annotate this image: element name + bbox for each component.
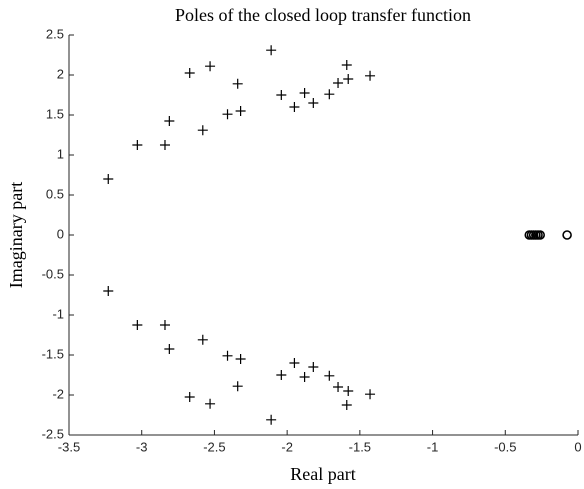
plus-marker <box>132 140 143 150</box>
plus-marker <box>343 74 354 84</box>
plus-marker <box>333 78 344 88</box>
plus-marker <box>276 90 287 100</box>
plus-marker <box>299 88 310 98</box>
plus-marker <box>235 354 246 364</box>
x-tick-label: -2 <box>281 439 293 454</box>
plus-marker <box>222 109 233 120</box>
plus-marker <box>308 362 319 372</box>
y-axis-label: Imaginary part <box>6 182 26 288</box>
plus-marker <box>159 140 170 150</box>
plus-marker <box>308 98 319 108</box>
x-tick-label: -3 <box>136 439 148 454</box>
x-tick-label: 0 <box>574 439 581 454</box>
x-tick-label: -2.5 <box>203 439 225 454</box>
x-tick-label: -0.5 <box>494 439 516 454</box>
plus-marker <box>205 398 216 409</box>
y-tick-label: -2 <box>52 386 64 401</box>
plus-marker <box>205 61 216 72</box>
plus-marker <box>333 382 344 392</box>
circle-marker <box>535 230 545 240</box>
x-tick-label: -3.5 <box>58 439 80 454</box>
plus-marker <box>132 320 143 330</box>
plus-marker <box>289 358 300 368</box>
plus-marker <box>299 372 310 382</box>
plus-marker <box>365 70 376 81</box>
y-tick-label: 0 <box>57 226 64 241</box>
plus-marker <box>197 125 208 136</box>
y-tick-label: -1.5 <box>42 346 64 361</box>
circle-marker <box>562 230 572 240</box>
plus-marker <box>343 386 354 396</box>
plus-marker <box>232 381 243 392</box>
y-tick-label: 2 <box>57 66 64 81</box>
x-tick-label: -1 <box>427 439 439 454</box>
plus-marker <box>365 389 376 400</box>
plus-marker <box>232 78 243 89</box>
y-tick-label: 1 <box>57 146 64 161</box>
plus-marker <box>235 106 246 116</box>
y-tick-label: 1.5 <box>46 106 64 121</box>
y-tick-label: -1 <box>52 306 64 321</box>
plus-marker <box>197 334 208 345</box>
plus-marker <box>276 370 287 380</box>
plus-marker <box>103 286 114 296</box>
y-tick-label: -0.5 <box>42 266 64 281</box>
plus-marker <box>341 60 352 70</box>
y-tick-label: 2.5 <box>46 26 64 41</box>
plus-marker <box>164 116 175 126</box>
plus-marker <box>184 68 195 78</box>
plus-marker <box>222 350 233 361</box>
plus-marker <box>103 174 114 184</box>
x-axis-label: Real part <box>290 464 355 484</box>
plus-marker <box>324 89 335 100</box>
y-tick-label: -2.5 <box>42 426 64 441</box>
plus-marker <box>341 400 352 410</box>
plus-marker <box>266 45 277 56</box>
plus-marker <box>324 370 335 381</box>
plus-marker <box>184 392 195 402</box>
plus-marker <box>159 320 170 330</box>
chart-title: Poles of the closed loop transfer functi… <box>175 5 471 25</box>
plus-marker <box>164 344 175 354</box>
x-tick-label: -1.5 <box>349 439 371 454</box>
plus-marker <box>289 102 300 112</box>
y-tick-label: 0.5 <box>46 186 64 201</box>
plus-marker <box>266 414 277 425</box>
